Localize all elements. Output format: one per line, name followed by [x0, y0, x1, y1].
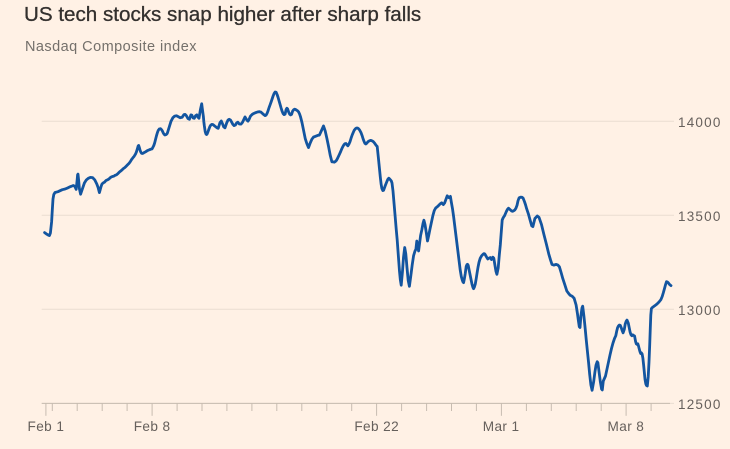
svg-text:Mar 8: Mar 8: [608, 419, 645, 434]
svg-text:14000: 14000: [678, 115, 722, 130]
svg-text:Mar 1: Mar 1: [483, 419, 520, 434]
svg-text:Feb 22: Feb 22: [354, 419, 399, 434]
svg-text:Feb 8: Feb 8: [134, 419, 171, 434]
svg-text:Feb 1: Feb 1: [28, 419, 65, 434]
svg-text:12500: 12500: [678, 397, 722, 412]
svg-text:13500: 13500: [678, 209, 722, 224]
svg-text:13000: 13000: [678, 303, 722, 318]
